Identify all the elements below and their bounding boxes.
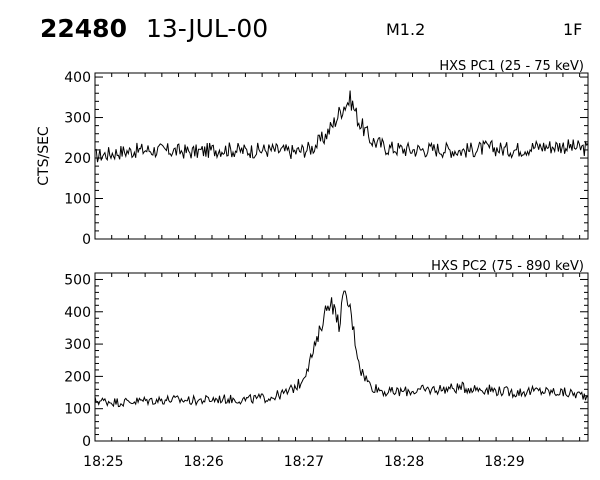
flare-class: M1.2 [386,20,426,39]
x-tick-label: 18:25 [83,454,123,470]
x-tick-label: 18:26 [183,454,223,470]
x-tick-label: 18:27 [284,454,324,470]
panel-title: HXS PC1 (25 - 75 keV) [439,59,584,74]
x-tick-label: 18:28 [384,454,424,470]
plot-frame [94,272,589,442]
event-id: 22480 [40,14,127,43]
y-tick-label: 0 [82,232,91,248]
y-tick-label: 500 [64,272,91,288]
y-tick-label: 400 [64,70,91,86]
y-tick-label: 400 [64,305,91,321]
series-line [94,290,589,408]
y-tick-label: 100 [64,192,91,208]
observation-date: 13-JUL-00 [146,14,269,43]
series-line [94,90,589,163]
y-axis-label: CTS/SEC [36,126,52,186]
y-tick-label: 200 [64,151,91,167]
y-tick-label: 300 [64,111,91,127]
panel-title: HXS PC2 (75 - 890 keV) [431,259,584,274]
y-tick-label: 300 [64,337,91,353]
plot-frame [94,72,589,240]
y-tick-label: 100 [64,402,91,418]
x-tick-label: 18:29 [484,454,524,470]
flare-flag: 1F [563,20,583,39]
y-tick-label: 0 [82,434,91,450]
y-tick-label: 200 [64,369,91,385]
